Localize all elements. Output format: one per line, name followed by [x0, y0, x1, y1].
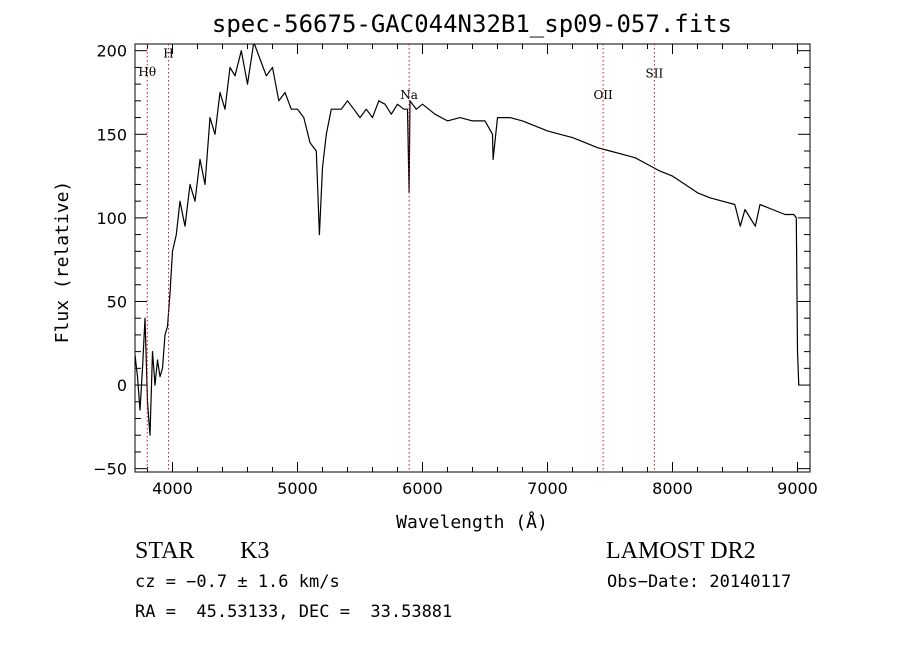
y-axis-label: Flux (relative): [52, 181, 73, 344]
plot-area: [135, 44, 800, 436]
y-tick-label: 200: [96, 42, 127, 61]
spectral-lines: Hθ H Na OII SII: [138, 44, 663, 472]
spectrum-series-line: [135, 44, 800, 436]
y-tick-label: 0: [117, 376, 127, 395]
x-tick-label: 7000: [527, 479, 568, 498]
x-axis-label: Wavelength (Å): [396, 511, 548, 533]
plot-frame: [134, 43, 811, 473]
spectral-line-label: H: [163, 46, 173, 60]
y-tick-label: −50: [93, 460, 127, 479]
spectral-line-label: OII: [593, 88, 613, 102]
x-tick-label: 8000: [652, 479, 693, 498]
x-tick-label: 5000: [277, 479, 318, 498]
axis-ticks: 4000 5000 6000 7000 8000 9000 −50 0 50 100 150 200: [93, 42, 818, 498]
redshift-text: cz = −0.7 ± 1.6 km/s: [135, 572, 340, 592]
y-tick-label: 150: [96, 125, 127, 144]
y-tick-label: 100: [96, 209, 127, 228]
obs-date-text: Obs−Date: 20140117: [607, 572, 792, 592]
x-tick-label: 6000: [402, 479, 443, 498]
x-tick-label: 9000: [777, 479, 818, 498]
chart-title: spec-56675-GAC044N32B1_sp09-057.fits: [212, 10, 732, 38]
spectral-line-label: Hθ: [138, 65, 156, 79]
coordinates-text: RA = 45.53133, DEC = 33.53881: [135, 602, 453, 622]
x-tick-label: 4000: [152, 479, 193, 498]
class-label: STAR: [135, 538, 195, 564]
spectral-line-label: Na: [400, 88, 418, 102]
y-tick-label: 50: [107, 292, 127, 311]
survey-label: LAMOST DR2: [606, 538, 756, 564]
spectral-line-label: SII: [646, 66, 664, 80]
subclass-label: K3: [240, 538, 270, 564]
